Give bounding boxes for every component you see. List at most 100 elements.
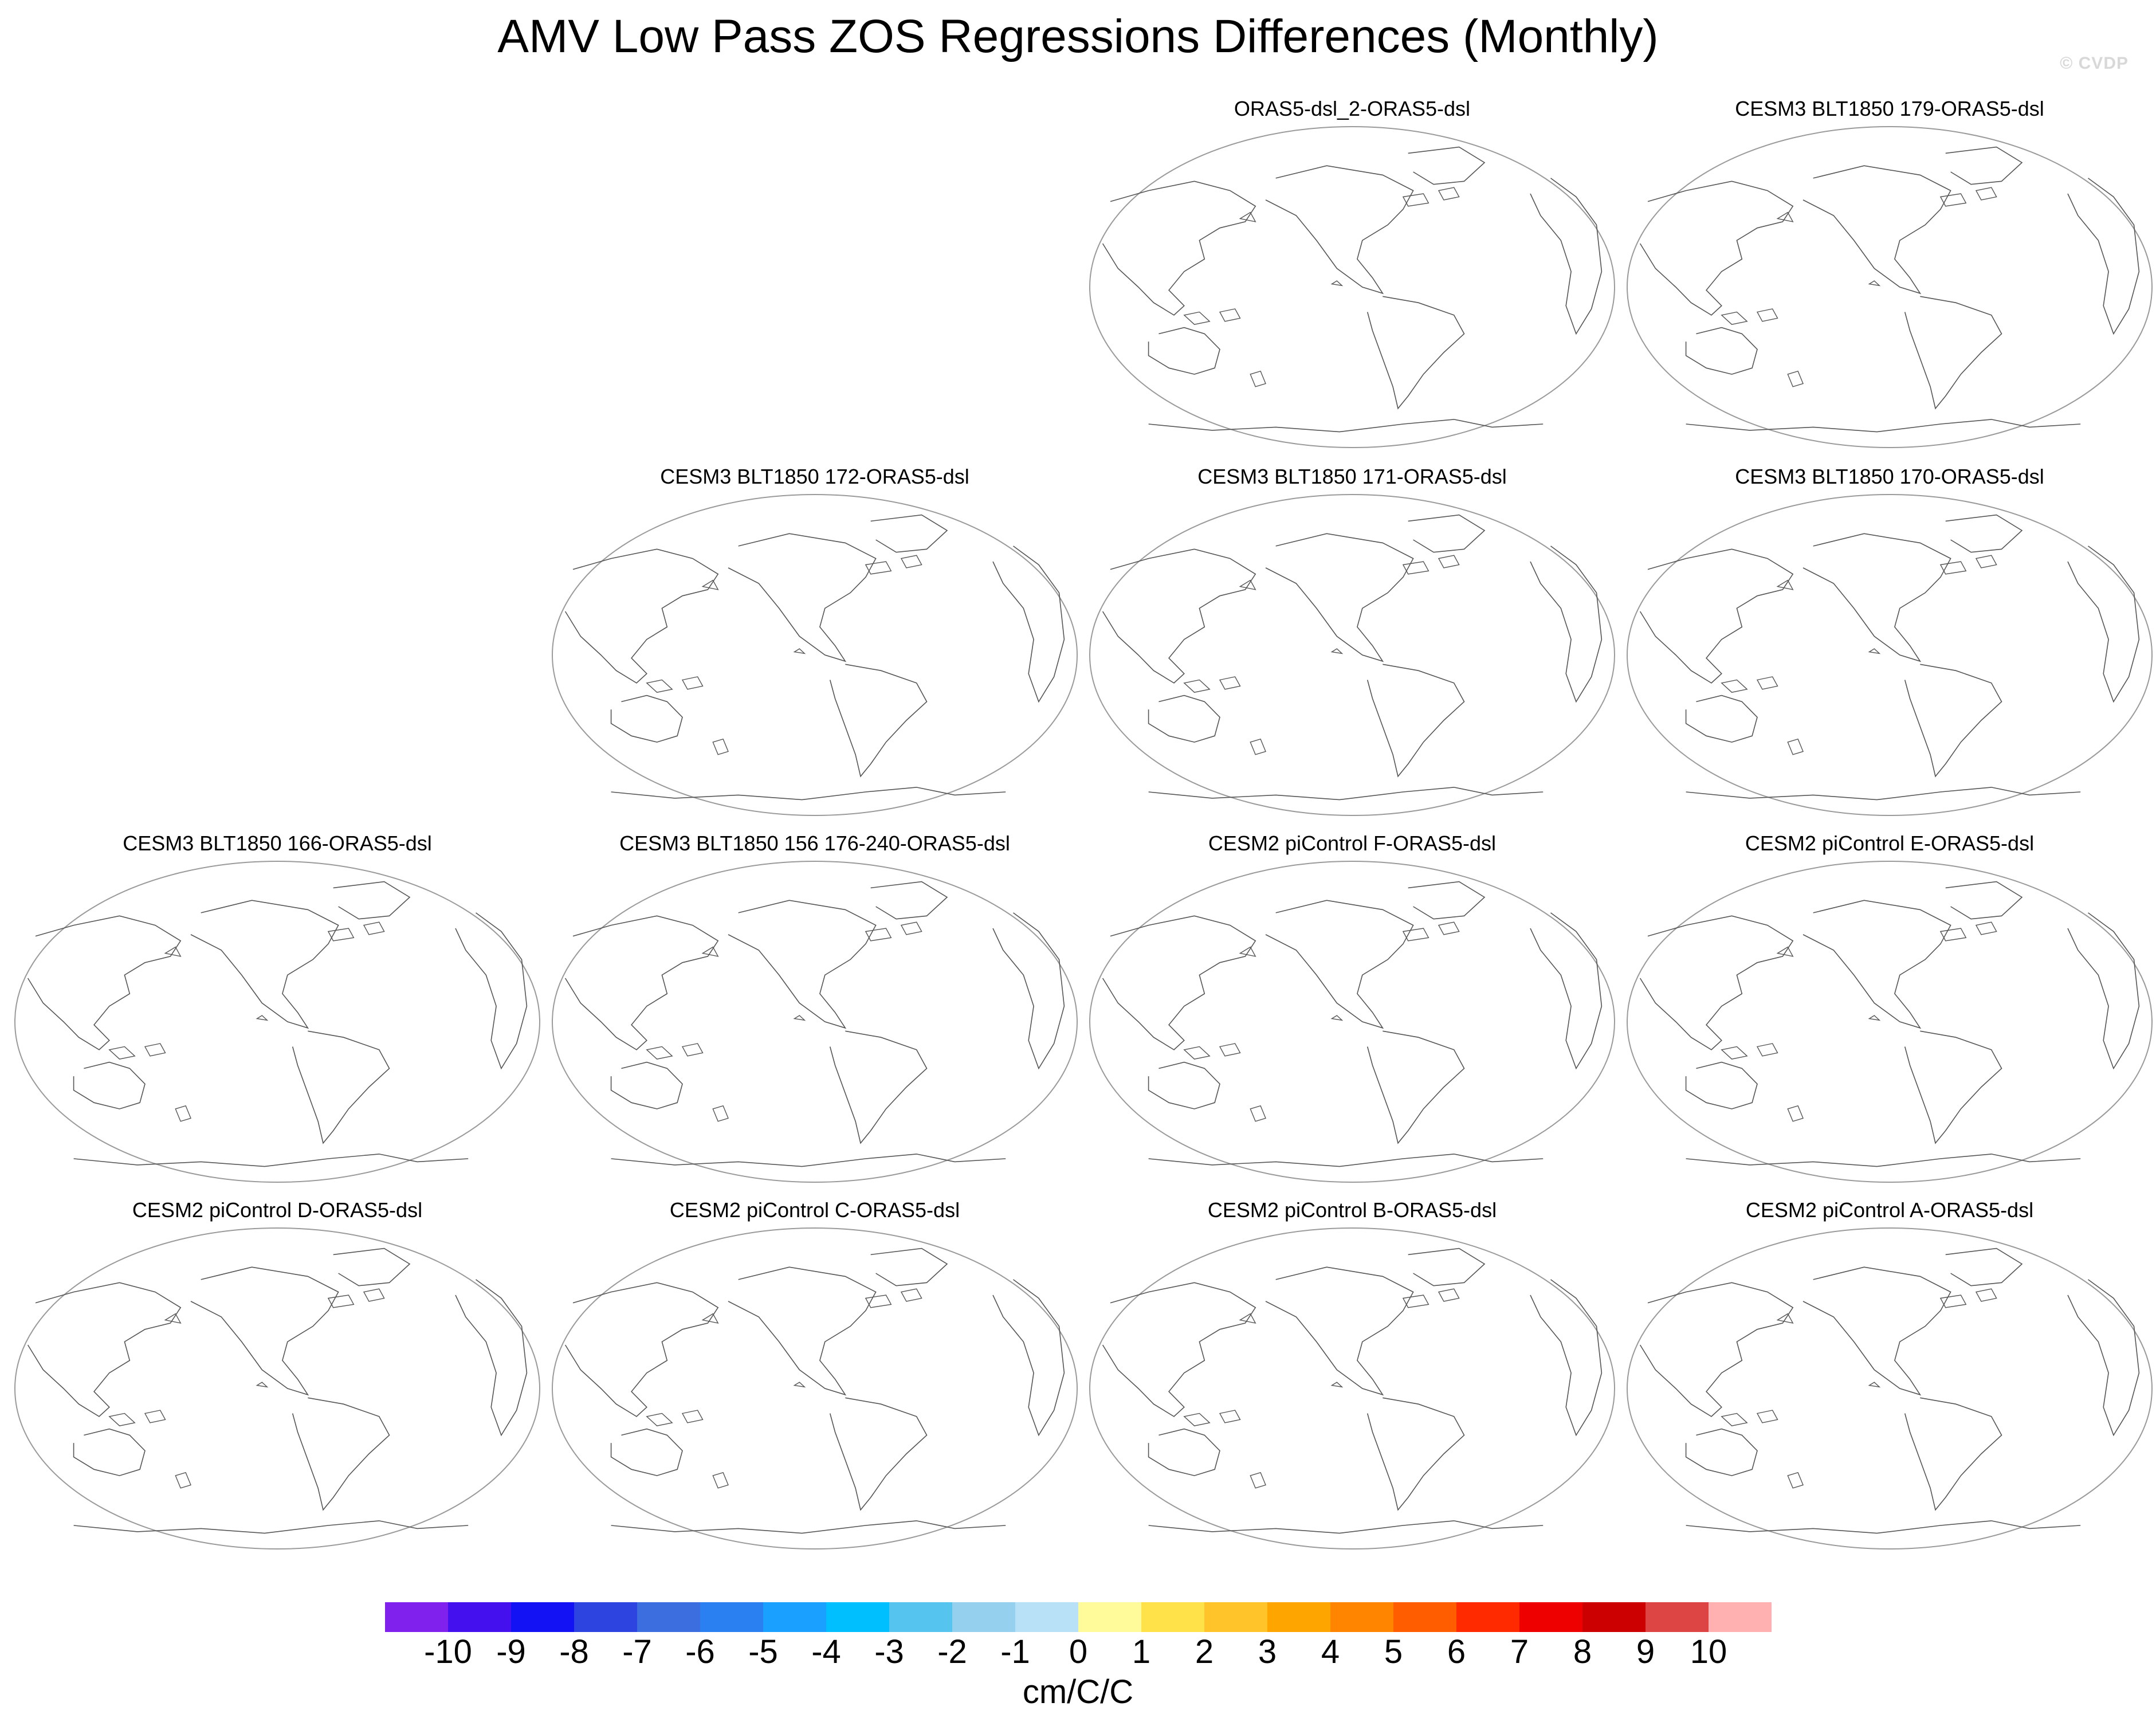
world-map bbox=[1627, 126, 2153, 448]
island-outline bbox=[1939, 928, 1967, 942]
panel-title: CESM3 BLT1850 179-ORAS5-dsl bbox=[1735, 97, 2044, 120]
colorbar-units: cm/C/C bbox=[1022, 1673, 1134, 1711]
coastline bbox=[1148, 1428, 1220, 1476]
figure-title: AMV Low Pass ZOS Regressions Differences… bbox=[497, 10, 1659, 62]
coastline bbox=[1802, 1266, 1951, 1396]
coastline bbox=[610, 695, 683, 743]
coastline bbox=[611, 1154, 1006, 1167]
world-map bbox=[1089, 861, 1615, 1183]
island-outline bbox=[900, 921, 922, 935]
world-map bbox=[1627, 861, 2153, 1183]
map-panel: CESM3 BLT1850 156 176-240-ORAS5-dsl bbox=[547, 831, 1083, 1186]
island-outline bbox=[793, 1382, 806, 1388]
island-outline bbox=[1250, 738, 1266, 755]
island-outline bbox=[1438, 187, 1460, 201]
island-outline bbox=[646, 1046, 673, 1060]
colorbar-box bbox=[826, 1602, 890, 1632]
island-outline bbox=[793, 648, 806, 654]
island-outline bbox=[701, 579, 719, 590]
island-outline bbox=[1183, 679, 1211, 693]
island-outline bbox=[1250, 370, 1266, 387]
island-outline bbox=[1868, 280, 1881, 287]
island-outline bbox=[712, 1105, 729, 1122]
island-outline bbox=[144, 1043, 166, 1057]
coastline bbox=[1148, 419, 1544, 433]
island-outline bbox=[681, 1043, 704, 1057]
coastline bbox=[611, 1520, 1006, 1534]
island-outline bbox=[1721, 679, 1748, 693]
colorbar-tick-label: 8 bbox=[1573, 1633, 1592, 1670]
panel-title: CESM2 piControl D-ORAS5-dsl bbox=[132, 1198, 423, 1222]
island-outline bbox=[646, 1413, 673, 1426]
coastline bbox=[1148, 1520, 1544, 1534]
coastline bbox=[455, 912, 528, 1070]
island-outline bbox=[175, 1105, 191, 1122]
map-boundary bbox=[552, 861, 1078, 1183]
colorbar-tick-label: -6 bbox=[685, 1633, 715, 1670]
coastline bbox=[1686, 1520, 2081, 1534]
world-map bbox=[552, 1227, 1078, 1550]
coastline bbox=[2067, 1279, 2140, 1437]
island-outline bbox=[701, 946, 719, 957]
coastline bbox=[1148, 695, 1220, 743]
coastline bbox=[1366, 1397, 1465, 1511]
island-outline bbox=[1219, 1410, 1241, 1423]
coastline bbox=[27, 915, 182, 1050]
island-outline bbox=[1438, 555, 1460, 568]
colorbar-box bbox=[1519, 1602, 1583, 1632]
coastline bbox=[1639, 915, 1794, 1050]
island-outline bbox=[1183, 311, 1211, 325]
island-outline bbox=[164, 1313, 182, 1324]
coastline bbox=[1265, 533, 1414, 662]
coastline bbox=[292, 1397, 390, 1511]
coastline bbox=[1945, 514, 2023, 553]
colorbar-box bbox=[1204, 1602, 1268, 1632]
island-outline bbox=[1239, 579, 1256, 590]
coastline bbox=[1530, 912, 1603, 1070]
coastline bbox=[1408, 146, 1486, 185]
colorbar-tick-label: 9 bbox=[1636, 1633, 1655, 1670]
panel-title: CESM3 BLT1850 172-ORAS5-dsl bbox=[660, 465, 969, 488]
colorbar bbox=[385, 1602, 1772, 1632]
coastline bbox=[1408, 881, 1486, 920]
colorbar-box bbox=[1141, 1602, 1205, 1632]
island-outline bbox=[900, 1288, 922, 1302]
coastline bbox=[1802, 533, 1951, 662]
island-outline bbox=[1756, 1043, 1778, 1057]
island-outline bbox=[1330, 1015, 1344, 1021]
island-outline bbox=[1787, 1105, 1804, 1122]
coastline bbox=[73, 1061, 146, 1109]
coastline bbox=[1530, 546, 1603, 703]
coastline bbox=[333, 1248, 411, 1286]
map-panel: CESM2 piControl A-ORAS5-dsl bbox=[1621, 1198, 2156, 1553]
world-map bbox=[14, 861, 540, 1183]
world-map bbox=[1627, 494, 2153, 816]
coastline bbox=[1685, 327, 1758, 375]
island-outline bbox=[1975, 555, 1997, 568]
island-outline bbox=[1402, 928, 1430, 942]
map-boundary bbox=[1089, 494, 1615, 816]
coastline bbox=[992, 912, 1065, 1070]
colorbar-tick-label: 10 bbox=[1690, 1633, 1727, 1670]
island-outline bbox=[701, 1313, 719, 1324]
island-outline bbox=[1402, 1294, 1430, 1308]
world-map bbox=[1089, 494, 1615, 816]
colorbar-box bbox=[952, 1602, 1016, 1632]
cvdp-watermark: © CVDP bbox=[2060, 54, 2128, 73]
panel-title: CESM3 BLT1850 166-ORAS5-dsl bbox=[123, 831, 432, 855]
coastline bbox=[1265, 900, 1414, 1029]
colorbar-box bbox=[1393, 1602, 1457, 1632]
panel-title: CESM2 piControl A-ORAS5-dsl bbox=[1745, 1198, 2034, 1222]
island-outline bbox=[1868, 1015, 1881, 1021]
coastline bbox=[2067, 178, 2140, 335]
island-outline bbox=[144, 1410, 166, 1423]
island-outline bbox=[712, 738, 729, 755]
island-outline bbox=[108, 1413, 136, 1426]
island-outline bbox=[327, 928, 355, 942]
map-panel: ORAS5-dsl_2-ORAS5-dsl bbox=[1084, 96, 1620, 452]
colorbar-tick-label: -5 bbox=[748, 1633, 778, 1670]
island-outline bbox=[1756, 1410, 1778, 1423]
coastline bbox=[1904, 296, 2002, 410]
map-boundary bbox=[1627, 1227, 2153, 1550]
coastline bbox=[1686, 419, 2081, 433]
